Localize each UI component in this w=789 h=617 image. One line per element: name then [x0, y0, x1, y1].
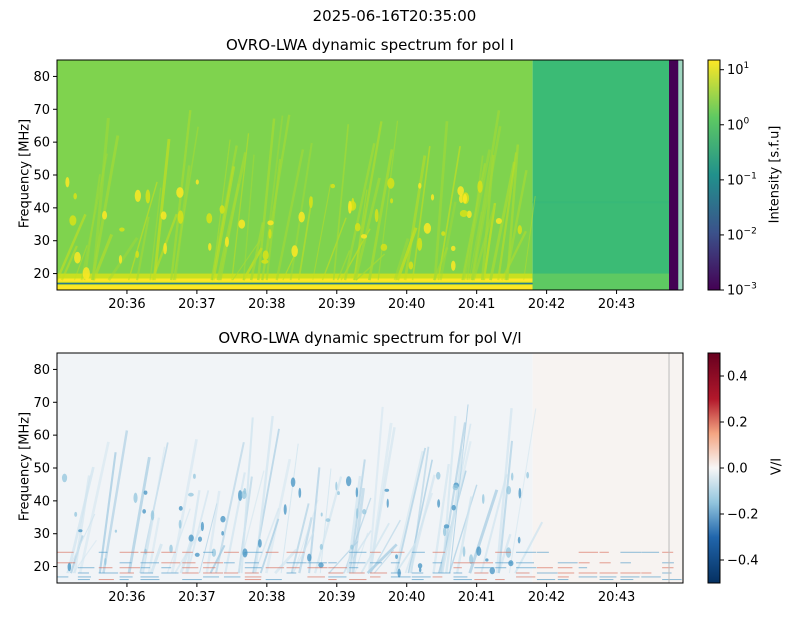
x-tick-label: 20:41 [458, 297, 495, 312]
x-tick-label: 20:39 [318, 297, 355, 312]
x-tick-label: 20:39 [318, 590, 355, 605]
x-tick-label: 20:36 [108, 590, 145, 605]
y-tick-label: 40 [33, 494, 50, 509]
y-tick-label: 30 [33, 527, 50, 542]
colorbar-tick-label: 100 [727, 116, 750, 133]
y-tick-label: 20 [33, 267, 50, 282]
x-tick-label: 20:43 [598, 590, 635, 605]
spectrum-image [57, 60, 683, 290]
figure-suptitle: 2025-06-16T20:35:00 [312, 7, 477, 25]
y-tick-label: 60 [33, 136, 50, 151]
spectrum-image [57, 353, 683, 583]
x-tick-label: 20:40 [388, 297, 425, 312]
colorbar-tick-label: 10−2 [727, 226, 757, 243]
colorbar [707, 352, 721, 584]
colorbar-tick-label: −0.2 [727, 508, 759, 523]
colorbar [707, 59, 721, 291]
y-tick-label: 40 [33, 201, 50, 216]
x-tick-label: 20:37 [178, 297, 215, 312]
panel-i-plot: 20:36 20:37 20:38 20:39 20:40 20:41 20:42 20:43… [33, 59, 757, 312]
x-tick-label: 20:42 [528, 590, 565, 605]
x-tick-label: 20:38 [248, 590, 285, 605]
colorbar-tick-label: 101 [727, 61, 749, 78]
x-tick-label: 20:41 [458, 590, 495, 605]
colorbar-tick-label: 0.0 [727, 462, 748, 477]
y-tick-label: 30 [33, 234, 50, 249]
y-tick-label: 70 [33, 103, 50, 118]
y-tick-label: 80 [33, 363, 50, 378]
y-tick-label: 20 [33, 560, 50, 575]
y-tick-label: 50 [33, 169, 50, 184]
y-tick-label: 70 [33, 396, 50, 411]
y-tick-label: 60 [33, 429, 50, 444]
y-tick-label: 50 [33, 462, 50, 477]
panel-i-colorbar-label: Intensity [s.f.u] [767, 125, 783, 224]
colorbar-tick-label: 0.4 [727, 370, 748, 385]
panel-vi-title: OVRO-LWA dynamic spectrum for pol V/I [218, 329, 522, 347]
colorbar-tick-label: −0.4 [727, 554, 759, 569]
x-tick-label: 20:42 [528, 297, 565, 312]
colorbar-tick-label: 0.2 [727, 416, 748, 431]
panel-vi-plot: 20:36 20:37 20:38 20:39 20:40 20:41 20:42 20:43… [33, 352, 759, 605]
colorbar-tick-label: 10−3 [727, 282, 757, 299]
x-tick-label: 20:43 [598, 297, 635, 312]
panel-i-title: OVRO-LWA dynamic spectrum for pol I [226, 36, 514, 54]
panel-vi-colorbar-label: V/I [769, 457, 785, 476]
x-tick-label: 20:37 [178, 590, 215, 605]
y-tick-label: 80 [33, 70, 50, 85]
colorbar-tick-label: 10−1 [727, 171, 757, 188]
x-tick-label: 20:38 [248, 297, 285, 312]
x-tick-label: 20:40 [388, 590, 425, 605]
x-tick-label: 20:36 [108, 297, 145, 312]
